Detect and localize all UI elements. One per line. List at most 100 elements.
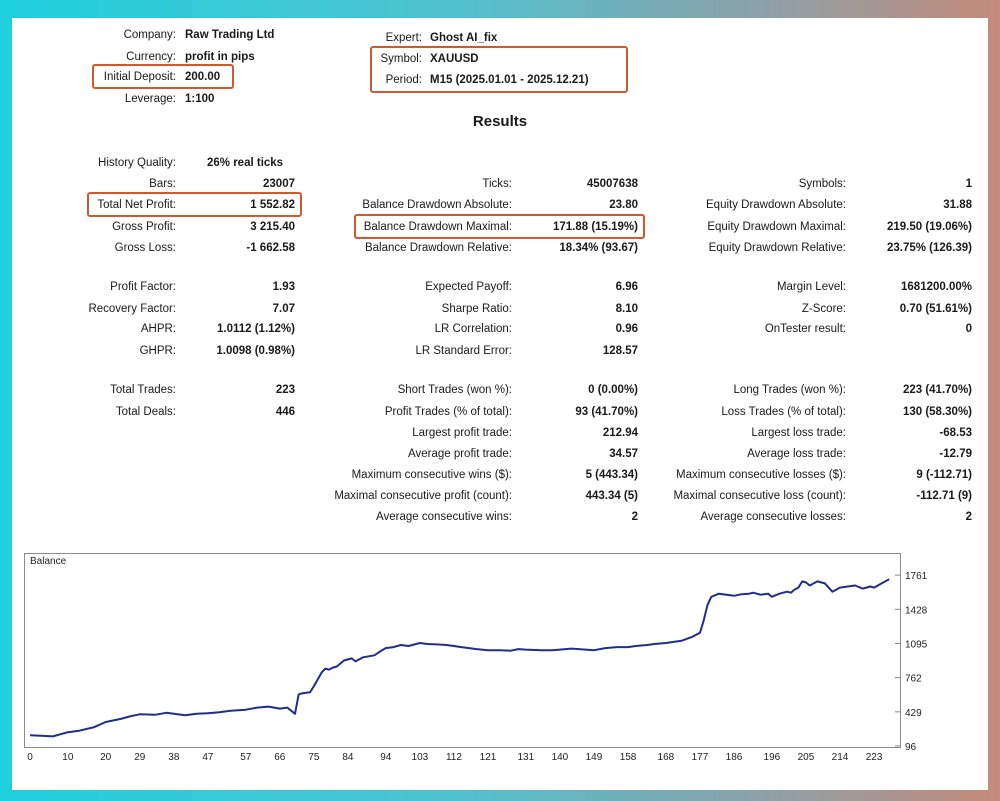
recovery-factor-label: Recovery Factor: — [88, 303, 176, 315]
long-trades-value: 223 (41.70%) — [902, 384, 972, 396]
symbol-value: XAUUSD — [430, 53, 479, 65]
ticks-value: 45007638 — [586, 178, 638, 190]
history-quality-label: History Quality: — [98, 157, 176, 169]
largest-profit-value: 212.94 — [602, 427, 638, 439]
period-value: M15 (2025.01.01 - 2025.12.21) — [430, 74, 589, 86]
loss-trades-value: 130 (58.30%) — [902, 406, 972, 418]
balance-dd-max-highlight — [354, 214, 645, 239]
currency-value: profit in pips — [185, 51, 255, 63]
maximal-consec-profit-label: Maximal consecutive profit (count): — [334, 490, 512, 502]
lr-std-error-label: LR Standard Error: — [415, 345, 512, 357]
profit-factor-label: Profit Factor: — [110, 281, 176, 293]
sharpe-ratio-value: 8.10 — [615, 303, 638, 315]
profit-trades-value: 93 (41.70%) — [575, 406, 638, 418]
equity-dd-rel-label: Equity Drawdown Relative: — [708, 242, 846, 254]
margin-level-value: 1681200.00% — [901, 281, 972, 293]
ghpr-label: GHPR: — [139, 345, 176, 357]
balance-dd-abs-value: 23.80 — [609, 199, 638, 211]
avg-consec-wins-label: Average consecutive wins: — [376, 511, 512, 523]
symbol-period-highlight — [370, 46, 628, 93]
period-label: Period: — [385, 74, 422, 86]
lr-correlation-value: 0.96 — [615, 323, 638, 335]
gross-loss-value: -1 662.58 — [246, 242, 295, 254]
symbols-label: Symbols: — [798, 178, 846, 190]
margin-level-label: Margin Level: — [776, 281, 846, 293]
equity-dd-rel-value: 23.75% (126.39) — [886, 242, 972, 254]
leverage-label: Leverage: — [124, 93, 176, 105]
recovery-factor-value: 7.07 — [272, 303, 295, 315]
average-profit-label: Average profit trade: — [408, 448, 512, 460]
ghpr-value: 1.0098 (0.98%) — [216, 345, 295, 357]
expected-payoff-label: Expected Payoff: — [425, 281, 512, 293]
avg-consec-losses-value: 2 — [965, 511, 972, 523]
lr-correlation-label: LR Correlation: — [434, 323, 512, 335]
maximal-consec-loss-label: Maximal consecutive loss (count): — [673, 490, 846, 502]
total-deals-label: Total Deals: — [115, 406, 176, 418]
gross-profit-label: Gross Profit: — [112, 221, 176, 233]
lr-std-error-value: 128.57 — [602, 345, 638, 357]
average-profit-value: 34.57 — [609, 448, 638, 460]
balance-dd-abs-label: Balance Drawdown Absolute: — [362, 199, 512, 211]
expert-label: Expert: — [385, 32, 422, 44]
profit-factor-value: 1.93 — [272, 281, 295, 293]
expert-value: Ghost AI_fix — [430, 32, 498, 44]
leverage-value: 1:100 — [185, 93, 215, 105]
ahpr-value: 1.0112 (1.12%) — [216, 323, 295, 335]
symbols-value: 1 — [965, 178, 972, 190]
net-profit-highlight — [87, 192, 302, 217]
balance-dd-rel-label: Balance Drawdown Relative: — [364, 242, 512, 254]
ontester-value: 0 — [965, 323, 972, 335]
ticks-label: Ticks: — [482, 178, 512, 190]
initial-deposit-value: 200.00 — [185, 71, 221, 83]
total-net-profit-value: 1 552.82 — [250, 199, 295, 211]
short-trades-label: Short Trades (won %): — [397, 384, 512, 396]
maximal-consec-profit-value: 443.34 (5) — [585, 490, 638, 502]
profit-trades-label: Profit Trades (% of total): — [384, 406, 512, 418]
bars-label: Bars: — [149, 178, 176, 190]
equity-dd-max-label: Equity Drawdown Maximal: — [707, 221, 846, 233]
balance-dd-max-label: Balance Drawdown Maximal: — [363, 221, 512, 233]
largest-profit-label: Largest profit trade: — [412, 427, 512, 439]
max-consec-losses-value: 9 (-112.71) — [916, 469, 972, 481]
gross-profit-value: 3 215.40 — [250, 221, 295, 233]
ontester-label: OnTester result: — [764, 323, 846, 335]
largest-loss-label: Largest loss trade: — [751, 427, 846, 439]
maximal-consec-loss-value: -112.71 (9) — [916, 490, 972, 502]
equity-dd-abs-label: Equity Drawdown Absolute: — [706, 199, 846, 211]
balance-dd-rel-value: 18.34% (93.67) — [559, 242, 638, 254]
avg-consec-losses-label: Average consecutive losses: — [700, 511, 846, 523]
expected-payoff-value: 6.96 — [615, 281, 638, 293]
balance-dd-max-value: 171.88 (15.19%) — [552, 221, 638, 233]
z-score-value: 0.70 (51.61%) — [899, 303, 972, 315]
gross-loss-label: Gross Loss: — [114, 242, 176, 254]
sharpe-ratio-label: Sharpe Ratio: — [441, 303, 512, 315]
max-consec-losses-label: Maximum consecutive losses ($): — [676, 469, 846, 481]
ahpr-label: AHPR: — [140, 323, 176, 335]
initial-deposit-label: Initial Deposit: — [103, 71, 176, 83]
currency-label: Currency: — [126, 51, 176, 63]
max-consec-wins-value: 5 (443.34) — [585, 469, 638, 481]
z-score-label: Z-Score: — [801, 303, 846, 315]
equity-dd-max-value: 219.50 (19.06%) — [886, 221, 972, 233]
short-trades-value: 0 (0.00%) — [588, 384, 638, 396]
equity-dd-abs-value: 31.88 — [943, 199, 972, 211]
company-label: Company: — [123, 29, 176, 41]
company-value: Raw Trading Ltd — [185, 29, 275, 41]
average-loss-label: Average loss trade: — [747, 448, 846, 460]
long-trades-label: Long Trades (won %): — [733, 384, 846, 396]
total-trades-value: 223 — [275, 384, 295, 396]
total-trades-label: Total Trades: — [110, 384, 176, 396]
average-loss-value: -12.79 — [939, 448, 972, 460]
history-quality-value: 26% real ticks — [207, 157, 284, 169]
bars-value: 23007 — [263, 178, 295, 190]
balance-chart-title: Balance — [30, 556, 67, 567]
total-net-profit-label: Total Net Profit: — [97, 199, 176, 211]
max-consec-wins-label: Maximum consecutive wins ($): — [351, 469, 512, 481]
balance-chart-frame — [24, 553, 901, 748]
symbol-label: Symbol: — [380, 53, 422, 65]
loss-trades-label: Loss Trades (% of total): — [721, 406, 846, 418]
results-title: Results — [472, 113, 528, 130]
avg-consec-wins-value: 2 — [631, 511, 638, 523]
largest-loss-value: -68.53 — [939, 427, 972, 439]
deposit-highlight — [92, 64, 234, 89]
